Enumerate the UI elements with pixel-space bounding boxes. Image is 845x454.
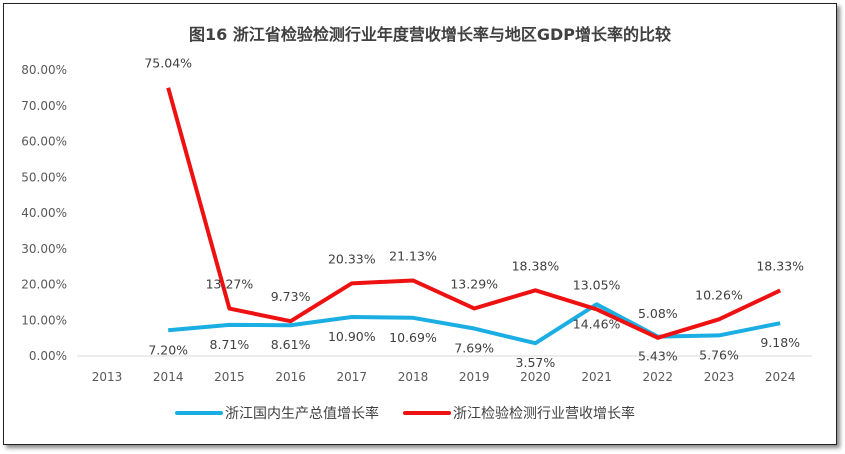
data-label: 3.57% — [516, 355, 556, 370]
x-tick-label: 2016 — [275, 370, 306, 384]
legend-label: 浙江国内生产总值增长率 — [225, 405, 379, 422]
x-tick-label: 2024 — [765, 370, 796, 384]
data-label: 7.69% — [454, 341, 494, 356]
data-label: 10.90% — [328, 329, 376, 344]
y-tick-label: 40.00% — [21, 206, 67, 220]
x-tick-label: 2023 — [704, 370, 735, 384]
y-tick-label: 60.00% — [21, 135, 67, 149]
x-tick-label: 2013 — [92, 370, 123, 384]
chart-title: 图16 浙江省检验检测行业年度营收增长率与地区GDP增长率的比较 — [189, 25, 671, 44]
data-label: 5.08% — [638, 306, 678, 321]
data-label: 7.20% — [148, 342, 188, 357]
data-label: 9.18% — [760, 335, 800, 350]
x-tick-label: 2021 — [581, 370, 612, 384]
x-tick-label: 2017 — [337, 370, 368, 384]
series-line-2 — [166, 87, 782, 340]
x-tick-label: 2020 — [520, 370, 551, 384]
data-label: 18.33% — [756, 258, 804, 273]
data-label: 9.73% — [271, 289, 311, 304]
y-tick-label: 50.00% — [21, 170, 67, 184]
data-label: 18.38% — [512, 258, 560, 273]
data-label: 8.71% — [210, 337, 250, 352]
y-tick-label: 80.00% — [21, 63, 67, 77]
legend-label: 浙江检验检测行业营收增长率 — [453, 405, 635, 422]
x-tick-label: 2019 — [459, 370, 490, 384]
y-tick-label: 30.00% — [21, 242, 67, 256]
y-tick-label: 0.00% — [29, 349, 67, 363]
data-label: 21.13% — [389, 248, 437, 263]
data-label: 13.05% — [573, 277, 621, 292]
y-tick-label: 20.00% — [21, 278, 67, 292]
data-label: 5.43% — [638, 349, 678, 364]
x-tick-label: 2014 — [153, 370, 184, 384]
data-label: 75.04% — [144, 56, 192, 71]
data-label: 10.26% — [695, 287, 743, 302]
y-tick-label: 70.00% — [21, 99, 67, 113]
data-label: 14.46% — [573, 316, 621, 331]
data-label: 5.76% — [699, 347, 739, 362]
x-tick-label: 2015 — [214, 370, 245, 384]
data-label: 13.27% — [206, 277, 254, 292]
data-label: 8.61% — [271, 337, 311, 352]
chart-frame — [3, 3, 837, 445]
data-label: 20.33% — [328, 251, 376, 266]
x-tick-label: 2018 — [398, 370, 429, 384]
x-tick-label: 2022 — [643, 370, 674, 384]
y-tick-label: 10.00% — [21, 313, 67, 327]
series-line-1 — [168, 302, 781, 346]
data-label: 10.69% — [389, 330, 437, 345]
data-label: 13.29% — [450, 276, 498, 291]
